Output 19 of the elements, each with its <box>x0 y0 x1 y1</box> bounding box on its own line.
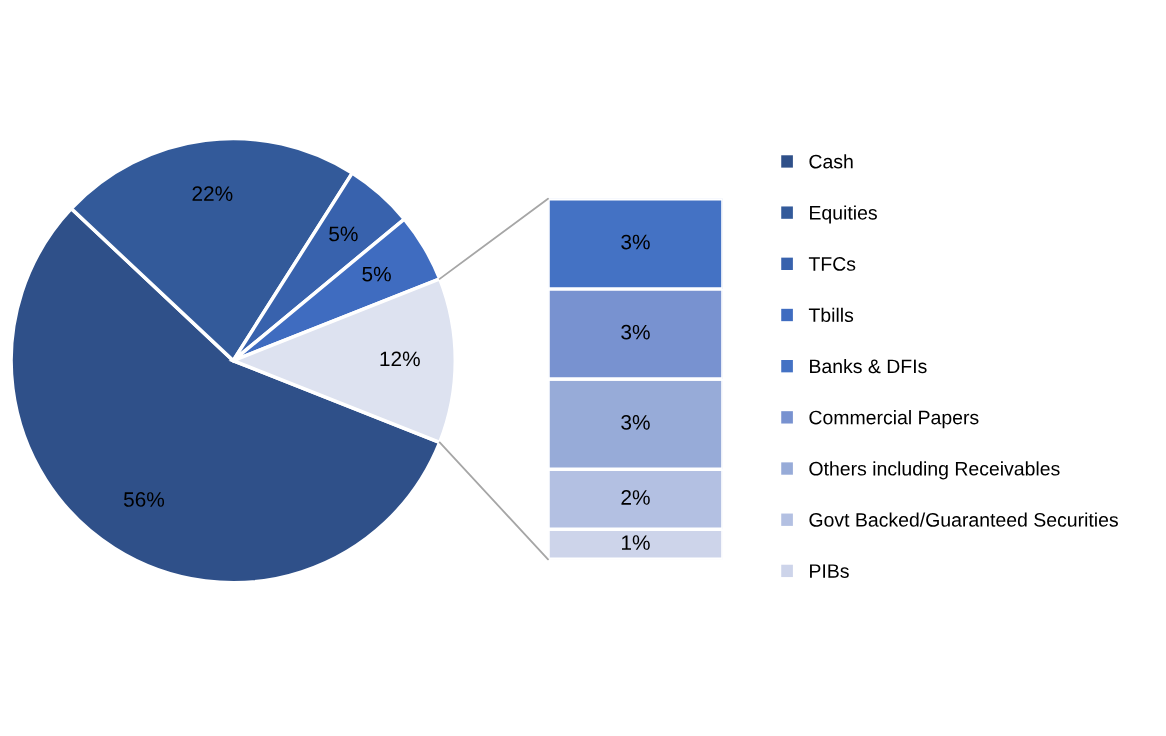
legend-label: Others including Receivables <box>809 461 1060 480</box>
legend-label: Govt Backed/Guaranteed Securities <box>809 512 1118 527</box>
legend-label: TFCs <box>808 257 856 271</box>
data-label: 3% <box>621 324 650 340</box>
legend-label: Equities <box>810 205 877 224</box>
data-label: 5% <box>329 226 358 242</box>
data-label: 12% <box>380 351 420 367</box>
data-label: 56% <box>123 492 165 507</box>
data-label: 5% <box>362 266 391 282</box>
legend-label: Cash <box>809 154 853 169</box>
text: Banks & DFIs <box>810 358 927 374</box>
data-label: 22% <box>192 186 233 201</box>
legend-label: PIBs <box>810 564 849 578</box>
data-label: 2% <box>621 490 650 505</box>
legend-label: Commercial Papers <box>809 410 979 429</box>
legend-label: Tbills <box>808 307 854 323</box>
data-label: 3% <box>621 234 650 250</box>
data-label: 3% <box>621 414 650 430</box>
data-label: 1% <box>622 535 650 550</box>
